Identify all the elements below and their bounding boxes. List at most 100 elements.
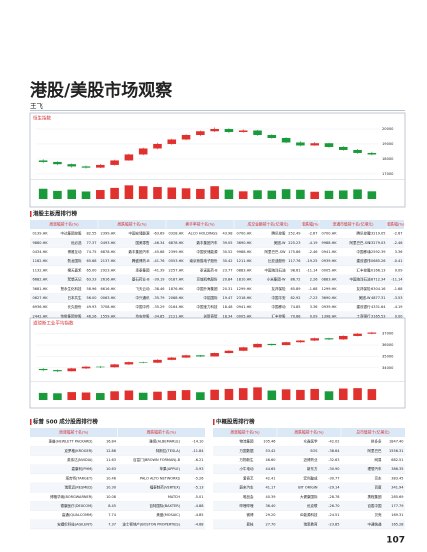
table-cell: 65.68: [86, 259, 96, 263]
table-cell: -41.39: [153, 268, 164, 272]
y-tick-label: 20000: [382, 127, 394, 131]
candle-body: [210, 128, 219, 132]
table-header: 周涨幅前十名(%): [59, 430, 89, 435]
table-cell: 10.63: [106, 467, 116, 471]
table-cell: 苹果(APPLE): [159, 466, 180, 471]
volume-bar: [296, 389, 305, 400]
candle-body: [196, 355, 205, 357]
volume-bar: [53, 190, 62, 199]
table-cell: 万国数据: [240, 448, 254, 453]
table-cell: 中国安储能源: [129, 231, 150, 236]
table-header: 涨跌幅(%): [302, 222, 320, 227]
table-cell: 均安控股: [136, 313, 150, 318]
candle-body: [124, 154, 134, 161]
row-stripe: [213, 483, 405, 493]
table-cell: 252.49: [288, 232, 300, 236]
candle-body: [253, 343, 262, 348]
table-cell: 16.84: [106, 440, 117, 444]
title-marker: [30, 419, 32, 425]
table-cell: 58.96: [86, 287, 96, 291]
table-cell: 梵想天记: [68, 277, 82, 282]
table-cell: 19.47: [222, 296, 232, 300]
table-cell: 腾盛博药-B: [132, 258, 150, 263]
row-stripe: [30, 464, 205, 474]
table-header: 换手率前十名(%): [185, 222, 215, 227]
table-cell: 1556.31: [389, 449, 403, 453]
table-cell: 百富门(BROWN FORMAN)-B: [133, 457, 181, 462]
table-cell: 74.85: [290, 305, 300, 309]
table-cell: 6878.HK: [101, 250, 117, 254]
table-cell: 腾讯控股: [272, 231, 286, 236]
table-cell: 82.92: [290, 296, 300, 300]
volume-bar: [167, 390, 177, 400]
table-cell: 京城机电股份: [197, 277, 218, 282]
table-cell: 比亚迪股份: [268, 258, 286, 263]
candle-body: [81, 366, 91, 369]
row-stripe: [213, 519, 405, 529]
table-cell: 0328.HK: [169, 232, 185, 236]
table-cell: 10.46: [106, 476, 116, 480]
table-cell: 39.05: [222, 241, 232, 245]
row-stripe: [30, 275, 404, 285]
volume-bar: [167, 187, 177, 199]
table-cell: 36.40: [265, 504, 275, 508]
table-cell: 网易: [375, 457, 383, 462]
table-cell: 建设银行: [357, 258, 371, 263]
table-header-bg: [213, 428, 405, 437]
table-cell: 中达集团控股: [61, 231, 82, 236]
y-tick-label: 34000: [382, 366, 394, 370]
volume-bar: [310, 388, 319, 400]
row-stripe: [30, 501, 205, 511]
volume-bar: [96, 393, 105, 400]
section-title: 标普 500 成分股周排行榜: [32, 418, 98, 426]
table-cell: 74.75: [86, 250, 96, 254]
table-cell: -5.93: [194, 467, 203, 471]
table-cell: 682.51: [391, 458, 403, 462]
table-cell: ID能源科技: [300, 512, 318, 517]
table-cell: 63.33: [86, 278, 96, 282]
table-cell: 6878.HK: [169, 241, 185, 245]
table-cell: 鼎丰集团汽车: [129, 249, 150, 254]
table-cell: -14.10: [192, 440, 203, 444]
table-cell: 105.46: [263, 440, 275, 444]
table-cell: 0939.HK: [322, 305, 338, 309]
volume-bar: [253, 190, 262, 199]
table-cell: 友邦保险: [357, 286, 371, 291]
table-cell: 43.98: [222, 232, 232, 236]
table-cell: 2616.HK: [101, 278, 117, 282]
table-cell: 惠普(HEWLETT PACKARD): [49, 439, 94, 444]
table-cell: -39.19: [153, 278, 164, 282]
candle-body: [110, 364, 119, 368]
row-stripe: [30, 293, 404, 303]
table-header-bg: [30, 220, 404, 229]
candle-body: [238, 347, 248, 351]
table-cell: 南京熊猫电子股份: [190, 258, 218, 263]
table-header: 流通市值前十名(亿港元): [333, 222, 374, 227]
table-cell: 175.86: [288, 250, 300, 254]
candle-body: [310, 143, 319, 146]
table-cell: -19.25: [306, 259, 317, 263]
table-cell: 56.00: [86, 296, 96, 300]
table-cell: 3165.53: [371, 314, 385, 318]
page-title: 港股/美股市场观察: [30, 80, 173, 101]
table-cell: -2.46: [308, 250, 317, 254]
table-cell: 0883.HK: [237, 268, 253, 272]
table-cell: 工商银行: [357, 313, 371, 318]
table-cell: 贝壳: [375, 512, 383, 517]
table-cell: 0700.HK: [237, 232, 253, 236]
table-cell: 2399.HK: [101, 232, 117, 236]
table-cell: 博雅互动: [68, 249, 82, 254]
table-cell: BIT ORIGIN: [298, 486, 318, 490]
candle-body: [310, 338, 319, 341]
table-cell: 7.74: [108, 513, 117, 517]
section-title: 中概股周排行榜: [216, 418, 255, 426]
table-cell: 44.65: [265, 467, 275, 471]
candle-body: [367, 332, 377, 334]
table-cell: -11.14: [391, 278, 403, 282]
table-cell: 0063.HK: [101, 296, 117, 300]
table-cell: -2.46: [393, 241, 402, 245]
table-cell: 6616.HK: [101, 287, 117, 291]
table-cell: 177.79: [391, 504, 403, 508]
candle-body: [153, 359, 162, 363]
table-cell: -63.69: [153, 232, 164, 236]
